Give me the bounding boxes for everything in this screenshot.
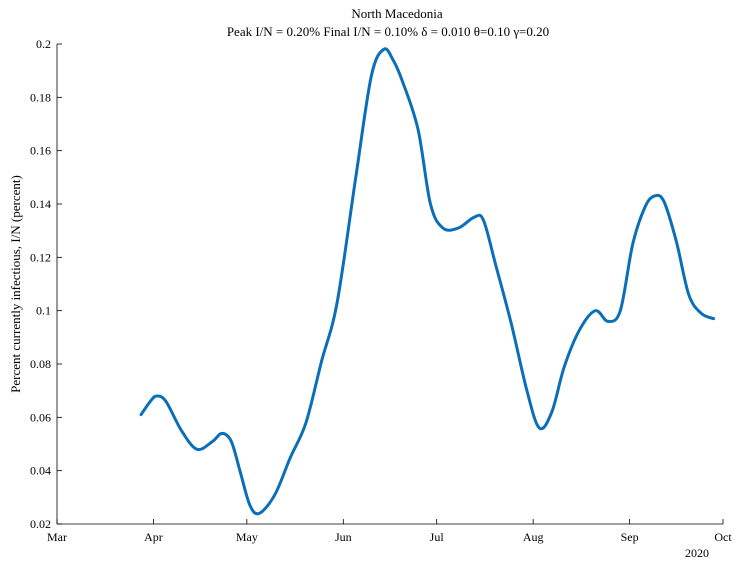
series-line [139,47,716,516]
x-tick-label: Aug [523,530,544,544]
y-tick-label: 0.12 [30,250,51,264]
x-tick-label: Mar [47,530,67,544]
chart-title: North Macedonia [351,6,443,21]
y-tick-label: 0.06 [30,410,51,424]
x-axis-year-label: 2020 [685,546,709,560]
axes: 0.02 0.04 0.06 0.08 0.1 0.12 0.14 0.16 0.18 0.2 Ma… [30,37,732,544]
x-tick-label: Jun [335,530,352,544]
y-axis-label: Percent currently infectious, I/N (perce… [8,175,23,393]
y-tick-label: 0.02 [30,517,51,531]
y-tick-label: 0.08 [30,357,51,371]
chart-subtitle: Peak I/N = 0.20% Final I/N = 0.10% δ = 0… [227,24,549,39]
x-tick-label: Apr [144,530,163,544]
y-tick-label: 0.18 [30,90,51,104]
y-tick-label: 0.04 [30,464,51,478]
x-tick-label: Sep [621,530,639,544]
plot-area [139,47,716,516]
y-tick-label: 0.1 [36,304,51,318]
x-tick-label: Jul [430,530,445,544]
x-tick-label: May [236,530,258,544]
y-tick-label: 0.16 [30,144,51,158]
x-tick-label: Oct [714,530,732,544]
y-tick-label: 0.14 [30,197,51,211]
y-tick-label: 0.2 [36,37,51,51]
